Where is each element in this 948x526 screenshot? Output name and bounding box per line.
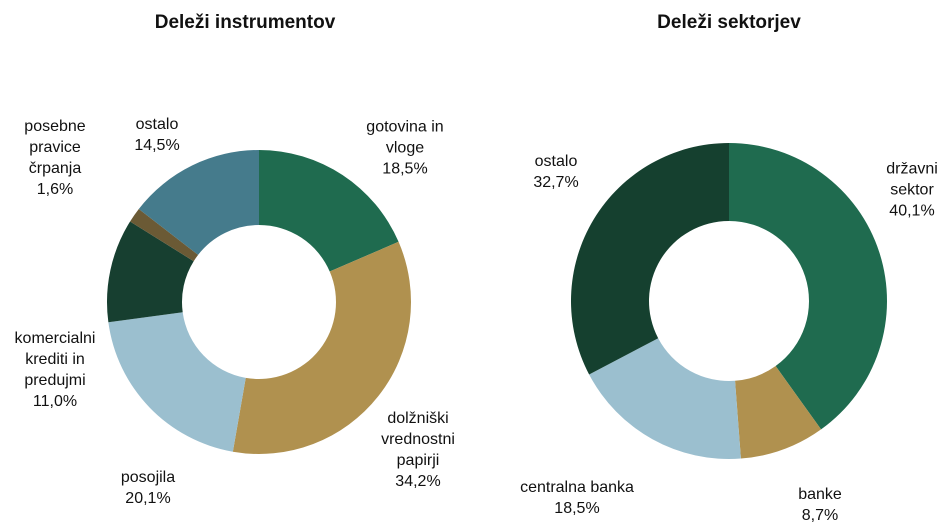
category-label: dolžniški vrednostni papirji (381, 410, 455, 469)
value-label: 34,2% (395, 473, 441, 490)
segment-label: posebne pravice črpanja 1,6% (24, 116, 85, 200)
value-label: 18,5% (554, 500, 600, 517)
value-label: 18,5% (382, 160, 428, 178)
donut-segment (108, 312, 246, 452)
value-label: 14,5% (134, 137, 180, 154)
segment-label: državni sektor 40,1% (886, 159, 938, 222)
value-label: 11,0% (32, 393, 78, 410)
segment-label: dolžniški vrednostni papirji 34,2% (381, 408, 455, 492)
value-label: 20,1% (125, 490, 171, 507)
segment-label: ostalo 14,5% (134, 114, 179, 156)
value-label: 40,1% (889, 202, 935, 220)
donut-segment (735, 366, 822, 459)
value-label: 32,7% (533, 174, 579, 191)
category-label: posojila (120, 469, 176, 486)
category-label: gotovina in vloge (366, 118, 444, 157)
category-label: državni sektor (886, 160, 938, 199)
chart-title: Deleži sektorjev (657, 12, 801, 33)
donut-segment (570, 143, 729, 375)
donut-segment (232, 241, 411, 454)
value-label: 8,7% (801, 507, 839, 524)
donut-segment (130, 208, 199, 262)
donut-segment (729, 143, 888, 430)
segment-label: ostalo 32,7% (533, 151, 578, 193)
category-label: ostalo (135, 116, 179, 133)
donut-segment (589, 338, 741, 459)
category-label: banke (798, 486, 842, 503)
segment-label: posojila 20,1% (121, 467, 175, 509)
category-label: posebne pravice črpanja (24, 118, 86, 177)
category-label: komercialni krediti in predujmi (14, 330, 96, 389)
donut-segment (106, 221, 194, 323)
donut-segment (259, 150, 399, 272)
segment-label: centralna banka 18,5% (520, 477, 634, 519)
chart-title: Deleži instrumentov (154, 12, 336, 33)
category-label: ostalo (534, 153, 578, 170)
segment-label: banke 8,7% (798, 484, 842, 526)
donut-segment (138, 150, 259, 255)
segment-label: gotovina in vloge 18,5% (366, 117, 443, 180)
value-label: 1,6% (36, 181, 74, 198)
category-label: centralna banka (520, 479, 634, 496)
segment-label: komercialni krediti in predujmi 11,0% (15, 328, 96, 412)
